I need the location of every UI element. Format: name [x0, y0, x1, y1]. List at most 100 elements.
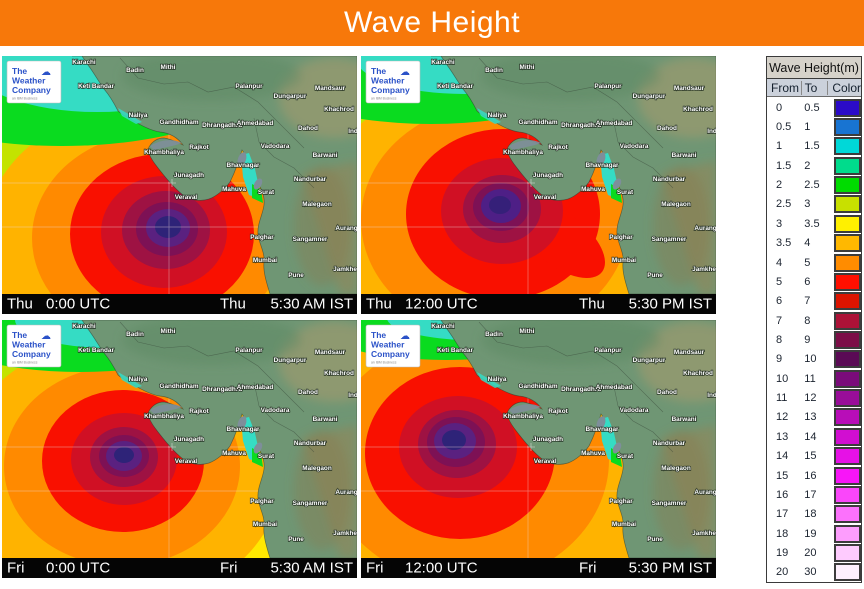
ist-day-label: Thu [579, 295, 605, 313]
legend-row: 0 0.5 [767, 98, 861, 117]
city-label: Badin [485, 67, 503, 74]
city-label: Malegaon [661, 465, 691, 472]
legend-row: 13 14 [767, 427, 861, 446]
svg-text:an IBM Business: an IBM Business [371, 361, 397, 365]
legend-row: 3 3.5 [767, 214, 861, 233]
legend-color-swatch [833, 311, 861, 330]
legend-from-value: 2 [776, 179, 783, 192]
city-label: Ahmedabad [237, 120, 274, 127]
legend-to-value: 7 [804, 295, 811, 308]
legend-row: 9 10 [767, 350, 861, 369]
utc-time-label: 12:00 UTC [405, 559, 478, 577]
legend-to-value: 17 [804, 488, 817, 501]
city-label: Sangamner [293, 236, 328, 243]
city-label: Karachi [72, 323, 96, 330]
city-label: Barwani [313, 416, 338, 423]
legend-from-value: 13 [776, 430, 789, 443]
svg-text:Weather: Weather [371, 76, 405, 86]
city-label: Naliya [129, 376, 148, 383]
legend-row: 11 12 [767, 388, 861, 408]
cloud-icon: ☁ [41, 67, 51, 78]
legend-to-value: 15 [804, 450, 817, 463]
city-label: Sangamner [293, 500, 328, 507]
legend-row: 14 15 [767, 446, 861, 466]
legend-to-value: 20 [804, 546, 817, 559]
legend-from-value: 2.5 [776, 198, 792, 211]
legend-column-headers: From To Color [767, 79, 861, 97]
utc-day-label: Thu [7, 295, 33, 313]
city-label: Gandhidham [159, 119, 198, 126]
legend-to-value: 4 [804, 237, 811, 250]
svg-text:The: The [371, 330, 386, 340]
legend-from-value: 9 [776, 353, 783, 366]
cloud-icon: ☁ [400, 67, 410, 78]
city-label: Vadodara [261, 143, 290, 150]
legend-row: 18 19 [767, 524, 861, 543]
legend-color-swatch [833, 195, 861, 214]
legend-color-swatch [833, 118, 861, 137]
wave-height-map: Karachi Badin Mithi Keti Bandar Naliya Gandhi… [361, 320, 716, 558]
city-label: Sangamner [652, 500, 687, 507]
legend-color-swatch [833, 563, 861, 582]
legend-from-value: 14 [776, 450, 789, 463]
city-label: Badin [126, 331, 144, 338]
forecast-panel-fri-1200utc: Karachi Badin Mithi Keti Bandar Naliya Gandhi… [361, 320, 716, 578]
utc-day-label: Fri [7, 559, 25, 577]
legend-from-value: 20 [776, 566, 789, 579]
city-label: Dungarpur [633, 357, 666, 364]
city-label: Surat [617, 453, 634, 460]
legend-color-swatch [833, 98, 861, 117]
legend-to-value: 3.5 [804, 217, 820, 230]
legend-color-swatch [833, 408, 861, 427]
legend-from-value: 11 [776, 392, 788, 405]
legend-to-value: 16 [804, 469, 817, 482]
legend-to-value: 9 [804, 333, 811, 346]
legend-from-value: 18 [776, 527, 789, 540]
legend-title: Wave Height(m) [767, 57, 861, 79]
legend-to-value: 0.5 [804, 101, 820, 114]
city-label: Keti Bandar [78, 83, 114, 90]
legend-row: 15 16 [767, 466, 861, 485]
legend-to-value: 12 [804, 392, 817, 405]
city-label: Palanpur [594, 83, 622, 90]
city-label: Malegaon [302, 465, 332, 472]
city-label: Aurangabad [694, 225, 716, 232]
city-label: Khachrod [683, 106, 713, 113]
city-label: Barwani [313, 152, 338, 159]
legend-row: 19 20 [767, 543, 861, 562]
legend-to-value: 2.5 [804, 179, 820, 192]
legend-from-value: 19 [776, 546, 789, 559]
city-label: Mithi [520, 64, 535, 71]
city-label: Dhrangadhra [202, 122, 242, 129]
legend-color-swatch [833, 272, 861, 291]
legend-color-swatch [833, 137, 861, 156]
city-label: Dhrangadhra [561, 386, 601, 393]
wave-height-map: Karachi Badin Mithi Keti Bandar Naliya Gandhi… [2, 56, 357, 294]
legend-from-value: 8 [776, 333, 783, 346]
ist-time-label: 5:30 PM IST [628, 559, 712, 577]
city-label: Mumbai [253, 521, 277, 528]
legend-row: 1.5 2 [767, 156, 861, 175]
city-label: Mithi [161, 328, 176, 335]
city-label: Naliya [488, 376, 507, 383]
legend-color-swatch [833, 427, 861, 446]
legend-from-value: 6 [776, 295, 783, 308]
city-label: Gandhidham [159, 383, 198, 390]
city-label: Aurangabad [335, 225, 357, 232]
city-label: Mandsaur [674, 85, 705, 92]
city-label: Barwani [672, 416, 697, 423]
legend-row: 0.5 1 [767, 117, 861, 137]
legend-from-value: 1 [776, 140, 783, 153]
city-label: Dahod [657, 125, 677, 132]
city-label: Khambhaliya [503, 413, 543, 420]
svg-text:The: The [371, 66, 386, 76]
legend-color-swatch [833, 524, 861, 543]
city-label: Bhavnagar [226, 162, 260, 169]
utc-time-label: 0:00 UTC [46, 295, 111, 313]
city-label: Khachrod [683, 370, 713, 377]
